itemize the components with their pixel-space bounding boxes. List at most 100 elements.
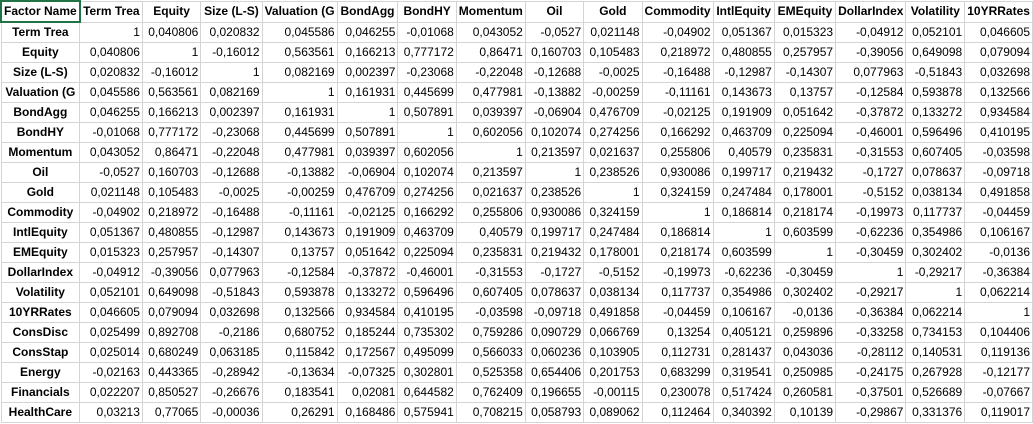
value-cell[interactable]: 0,480855: [712, 42, 775, 63]
value-cell[interactable]: -0,37872: [336, 262, 399, 283]
value-cell[interactable]: 0,607405: [905, 142, 966, 163]
value-cell[interactable]: 0,133272: [905, 102, 966, 123]
row-header-cell[interactable]: 10YRRates: [0, 302, 81, 323]
value-cell[interactable]: 0,759286: [455, 322, 526, 343]
value-cell[interactable]: -0,13634: [261, 362, 338, 383]
value-cell[interactable]: 0,213597: [455, 162, 526, 183]
value-cell[interactable]: -0,30459: [773, 262, 837, 283]
value-cell[interactable]: 0,133272: [336, 282, 399, 303]
value-cell[interactable]: -0,00259: [583, 82, 643, 103]
value-cell[interactable]: -0,06904: [336, 162, 399, 183]
value-cell[interactable]: 0,443365: [141, 362, 202, 383]
value-cell[interactable]: 0,078637: [905, 162, 966, 183]
value-cell[interactable]: 0,002397: [200, 102, 263, 123]
value-cell[interactable]: 0,160703: [141, 162, 202, 183]
value-cell[interactable]: 0,476709: [583, 102, 643, 123]
value-cell[interactable]: 0,115842: [261, 342, 338, 363]
value-cell[interactable]: -0,28942: [200, 362, 263, 383]
value-cell[interactable]: 0,213597: [524, 142, 585, 163]
column-header-cell[interactable]: EMEquity: [773, 0, 837, 23]
value-cell[interactable]: -0,16488: [200, 202, 263, 223]
value-cell[interactable]: 0,354986: [712, 282, 775, 303]
value-cell[interactable]: 0,196655: [524, 382, 585, 403]
value-cell[interactable]: 0,045586: [261, 21, 338, 43]
value-cell[interactable]: 0,038134: [905, 182, 966, 203]
value-cell[interactable]: 0,218174: [773, 202, 837, 223]
value-cell[interactable]: -0,19973: [835, 202, 907, 223]
value-cell[interactable]: 0,649098: [905, 42, 966, 63]
value-cell[interactable]: 0,038134: [583, 282, 643, 303]
value-cell[interactable]: -0,51843: [905, 62, 966, 83]
value-cell[interactable]: 0,199717: [524, 222, 585, 243]
value-cell[interactable]: -0,22048: [455, 62, 526, 83]
selected-cell[interactable]: Factor Name: [0, 0, 81, 23]
value-cell[interactable]: 0,218972: [141, 202, 202, 223]
row-header-cell[interactable]: Equity: [0, 42, 81, 63]
value-cell[interactable]: 0,13757: [261, 242, 338, 263]
value-cell[interactable]: -0,12688: [200, 162, 263, 183]
column-header-cell[interactable]: BondAgg: [336, 0, 399, 23]
row-header-cell[interactable]: Valuation (G: [0, 82, 81, 103]
value-cell[interactable]: 0,230078: [641, 382, 714, 403]
row-header-cell[interactable]: ConsDisc: [0, 322, 81, 343]
value-cell[interactable]: -0,04902: [641, 21, 714, 43]
value-cell[interactable]: 0,235831: [773, 142, 837, 163]
value-cell[interactable]: 0,103905: [583, 342, 643, 363]
value-cell[interactable]: -0,06904: [524, 102, 585, 123]
value-cell[interactable]: -0,16012: [141, 62, 202, 83]
value-cell[interactable]: 0,077963: [835, 62, 907, 83]
value-cell[interactable]: 0,191909: [336, 222, 399, 243]
value-cell[interactable]: -0,28112: [835, 342, 907, 363]
value-cell[interactable]: -0,23068: [397, 62, 457, 83]
value-cell[interactable]: 0,238526: [583, 162, 643, 183]
value-cell[interactable]: 0,161931: [261, 102, 338, 123]
value-cell[interactable]: -0,1727: [835, 162, 907, 183]
value-cell[interactable]: 0,708215: [455, 402, 526, 423]
value-cell[interactable]: 0,066769: [583, 322, 643, 343]
row-header-cell[interactable]: Financials: [0, 382, 81, 403]
value-cell[interactable]: 0,052101: [905, 21, 966, 43]
value-cell[interactable]: 0,166292: [641, 122, 714, 143]
value-cell[interactable]: 0,602056: [455, 122, 526, 143]
value-cell[interactable]: 0,040806: [141, 21, 202, 43]
value-cell[interactable]: 1: [964, 302, 1033, 323]
value-cell[interactable]: -0,39056: [835, 42, 907, 63]
value-cell[interactable]: 0,201753: [583, 362, 643, 383]
value-cell[interactable]: 0,143673: [261, 222, 338, 243]
value-cell[interactable]: 0,166213: [336, 42, 399, 63]
value-cell[interactable]: 0,015323: [773, 21, 837, 43]
value-cell[interactable]: -0,37872: [835, 102, 907, 123]
value-cell[interactable]: 0,680249: [141, 342, 202, 363]
value-cell[interactable]: 0,025014: [79, 342, 143, 363]
value-cell[interactable]: -0,5152: [835, 182, 907, 203]
value-cell[interactable]: 0,186814: [712, 202, 775, 223]
value-cell[interactable]: 0,762409: [455, 382, 526, 403]
column-header-cell[interactable]: Momentum: [455, 0, 526, 23]
value-cell[interactable]: 0,934584: [336, 302, 399, 323]
column-header-cell[interactable]: Equity: [141, 0, 202, 23]
value-cell[interactable]: -0,11161: [261, 202, 338, 223]
value-cell[interactable]: 0,644582: [397, 382, 457, 403]
value-cell[interactable]: 1: [641, 202, 714, 223]
value-cell[interactable]: -0,0025: [583, 62, 643, 83]
value-cell[interactable]: -0,03598: [964, 142, 1033, 163]
value-cell[interactable]: 1: [200, 62, 263, 83]
value-cell[interactable]: 0,020832: [200, 21, 263, 43]
value-cell[interactable]: -0,29217: [905, 262, 966, 283]
value-cell[interactable]: 0,491858: [964, 182, 1033, 203]
row-header-cell[interactable]: Term Trea: [0, 21, 81, 43]
value-cell[interactable]: 0,106167: [712, 302, 775, 323]
value-cell[interactable]: 0,13757: [773, 82, 837, 103]
value-cell[interactable]: 0,079094: [141, 302, 202, 323]
value-cell[interactable]: 0,199717: [712, 162, 775, 183]
value-cell[interactable]: -0,1727: [524, 262, 585, 283]
value-cell[interactable]: 0,218174: [641, 242, 714, 263]
value-cell[interactable]: -0,01068: [79, 122, 143, 143]
value-cell[interactable]: -0,12584: [261, 262, 338, 283]
value-cell[interactable]: -0,12987: [712, 62, 775, 83]
value-cell[interactable]: 0,104406: [964, 322, 1033, 343]
value-cell[interactable]: 0,566033: [455, 342, 526, 363]
value-cell[interactable]: -0,0025: [200, 182, 263, 203]
value-cell[interactable]: 0,274256: [583, 122, 643, 143]
row-header-cell[interactable]: ConsStap: [0, 342, 81, 363]
